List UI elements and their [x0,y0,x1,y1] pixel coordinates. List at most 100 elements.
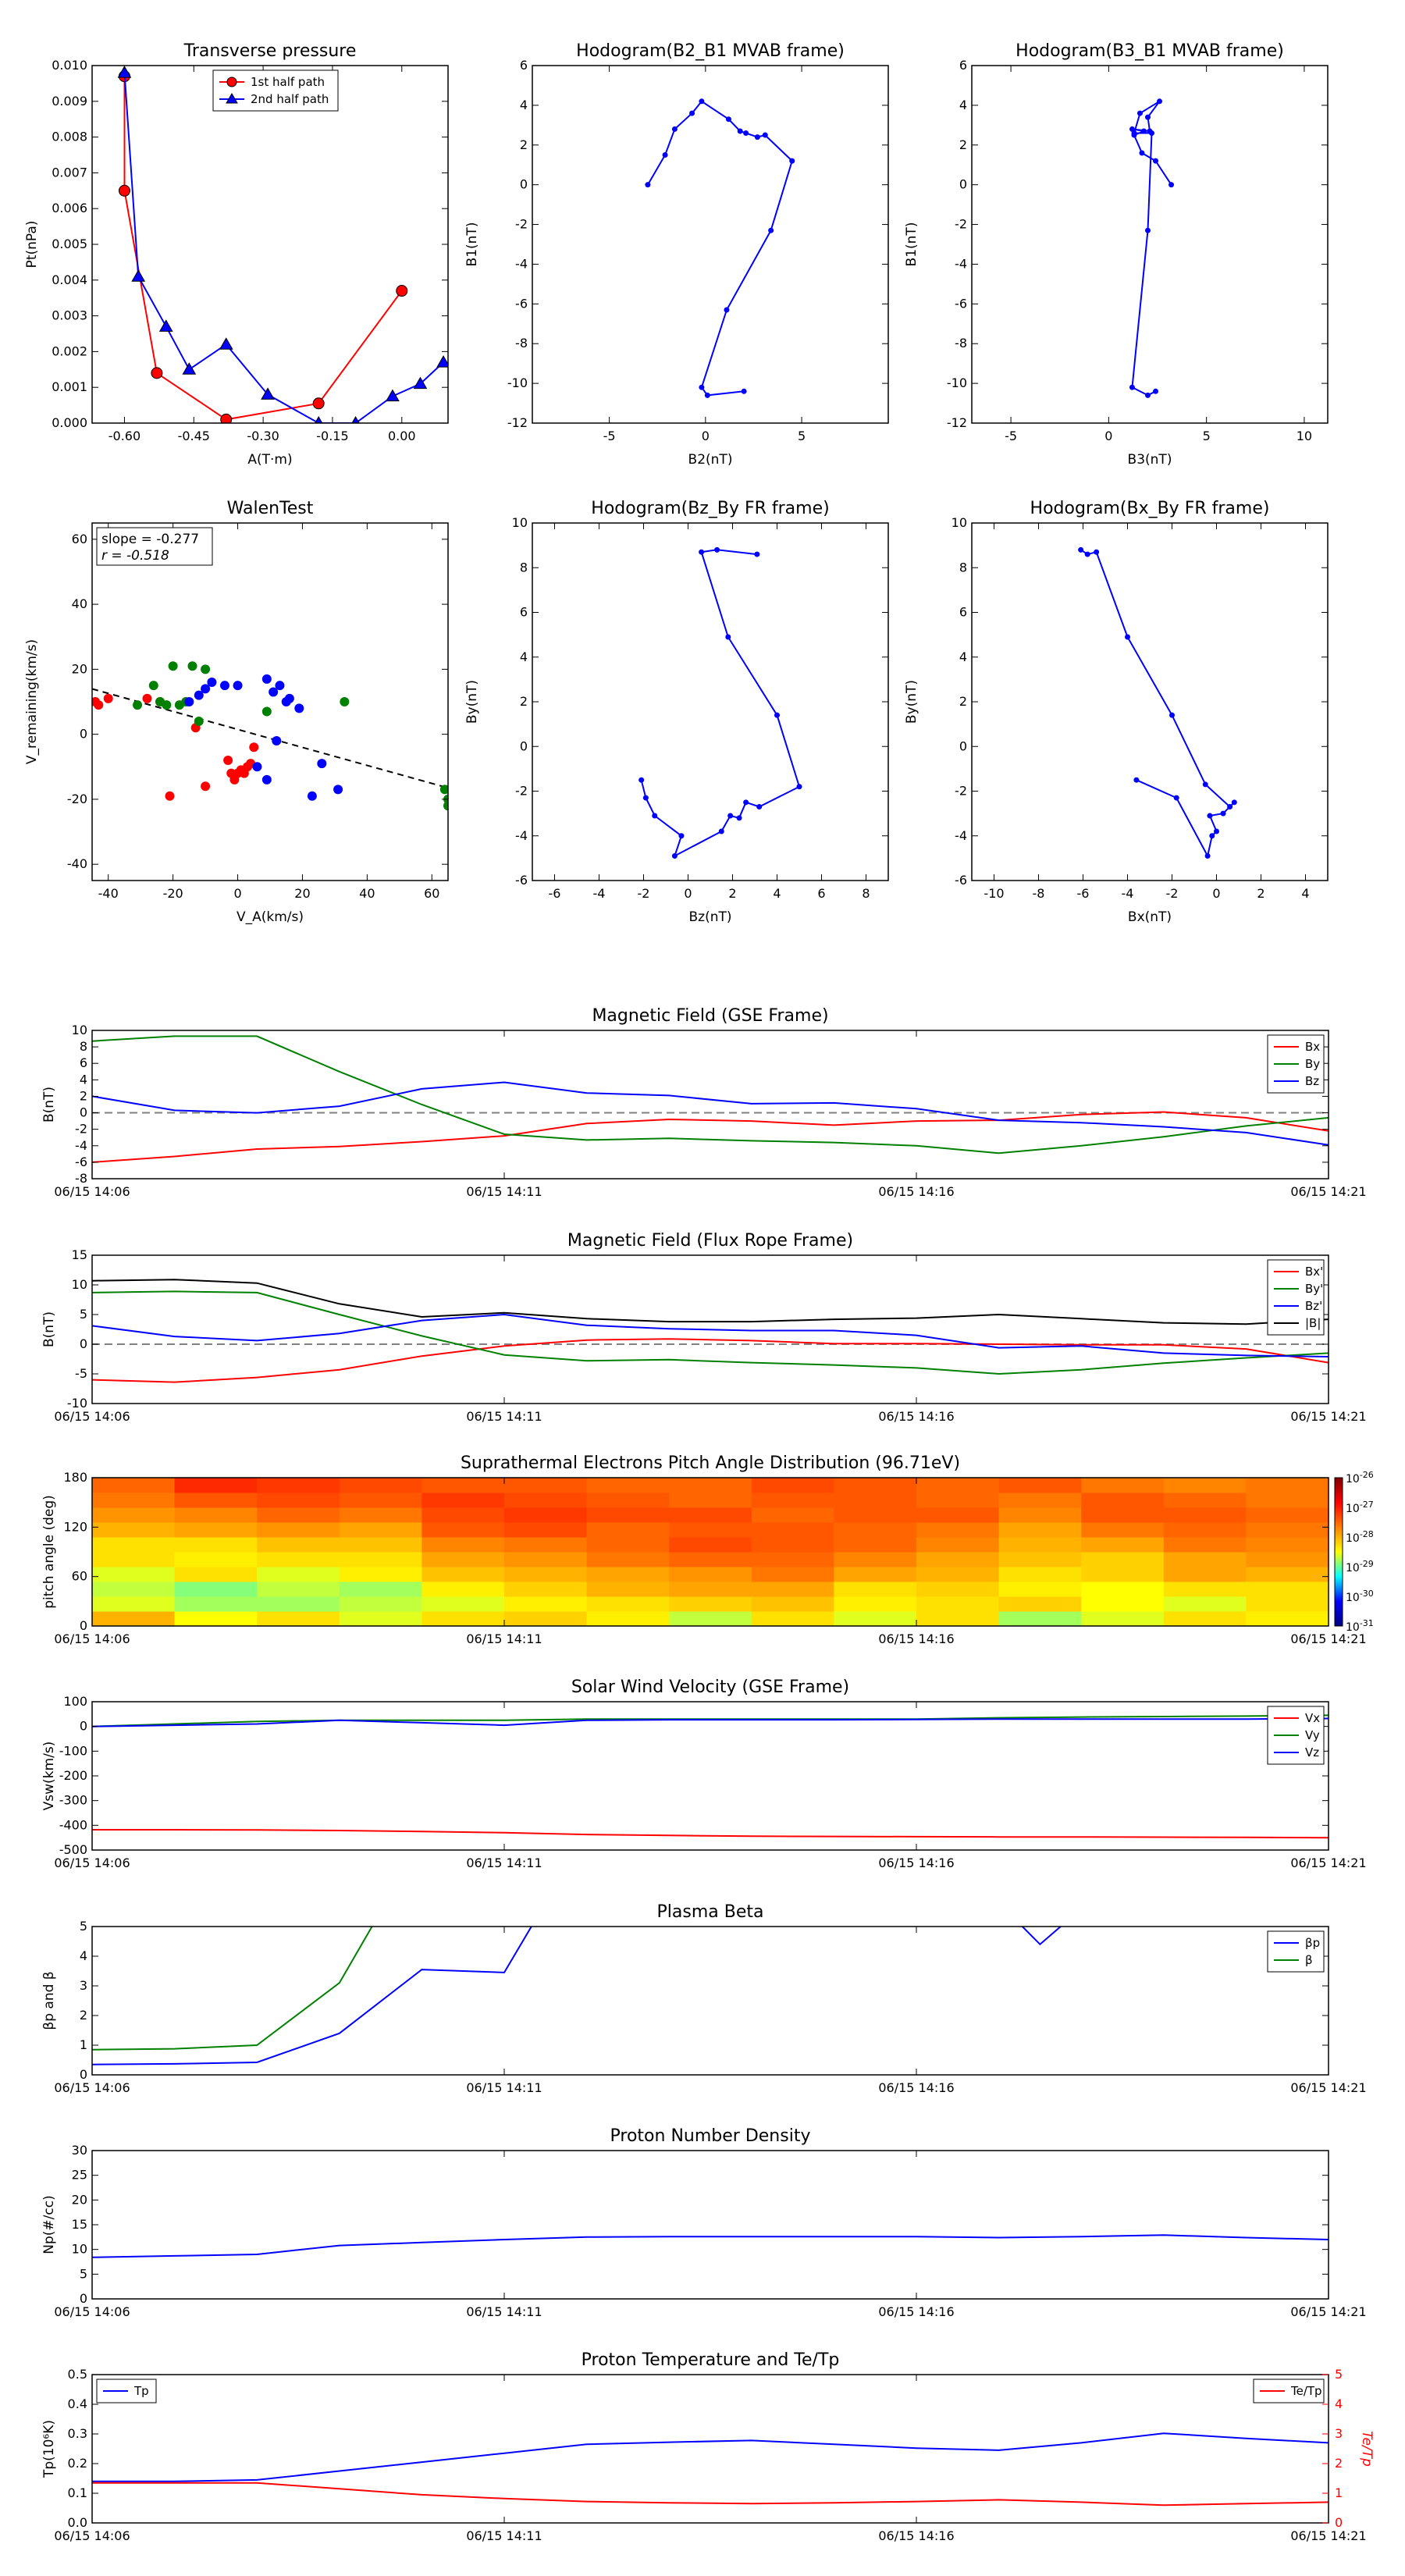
data-point [133,700,143,710]
y-tick-label: -300 [59,1793,87,1808]
panel-walen: WalenTest -40 -20 0 20 40 60 -40 -20 0 20 40 60 V_A(k… [24,499,449,925]
y-tick-label: -2 [955,784,967,799]
heatmap-cell [834,1582,917,1597]
y-tick-label: -10 [67,1396,87,1411]
plot-border [91,1926,1329,2076]
heatmap-cell [669,1596,752,1612]
heatmap-cell [257,1507,340,1523]
y-tick-label: 4 [80,1072,87,1087]
heatmap-cell [834,1552,917,1567]
heatmap-cell [916,1552,1000,1567]
x-tick-label: 06/15 14:16 [878,1409,954,1424]
data-point [272,735,282,745]
heatmap-cell [834,1493,917,1508]
x-tick-label: 06/15 14:06 [54,1409,130,1424]
r-label: r = -0.518 [101,548,169,564]
heatmap-cell [586,1522,670,1538]
data-point [1209,833,1215,839]
data-point [1140,128,1147,134]
y-tick-label: 60 [72,532,87,546]
heatmap-cell [257,1493,340,1508]
data-point [396,285,408,297]
data-point [182,362,197,375]
x-tick-label: -6 [1077,886,1090,901]
data-point [1136,110,1143,116]
legend-label: Vy [1305,1728,1320,1742]
x-tick-label: -20 [163,886,183,901]
data-point [1094,549,1100,555]
data-point [103,693,113,703]
y-tick-label: 0.004 [52,272,87,287]
y-tick-label: 15 [72,1247,87,1262]
y-tick-label: 0 [959,738,967,753]
y-tick-label: 0.006 [52,201,87,215]
y-tick-label: 2 [520,694,528,709]
heatmap-cell [586,1596,670,1612]
data-point [796,784,802,790]
y-tick-label: 0.3 [68,2426,87,2441]
legend-label: βp [1305,1936,1320,1950]
data-point [1129,384,1135,390]
x-axis-label: Bz(nT) [688,909,731,925]
data-point [340,697,350,706]
y-tick-label: 6 [520,605,528,620]
series-line [92,2432,1329,2482]
plot-area [117,66,448,423]
data-point [699,384,705,390]
y-tick-label: -4 [75,1138,87,1153]
y-axis-label: Tp(10⁶K) [41,2420,57,2478]
heatmap-cell [834,1478,917,1493]
y-tick-label: -4 [955,256,967,271]
legend-label: Vx [1305,1711,1320,1725]
colorbar-label: 10-28 [1346,1529,1374,1545]
y-tick-label: 4 [959,98,967,112]
colorbar-label: 10-29 [1346,1559,1374,1574]
plot-border [91,2150,1329,2300]
heatmap-cell [669,1522,752,1538]
data-point [1078,546,1084,553]
series-line [92,1290,1329,1375]
heatmap-cell [916,1596,1000,1612]
legend-label: Bz' [1305,1299,1322,1313]
y-tick-label: -6 [955,873,967,888]
heatmap-cell [669,1478,752,1493]
data-point [249,742,259,753]
heatmap-cell [339,1522,422,1538]
heatmap-cell [586,1611,670,1626]
heatmap-cell [834,1567,917,1582]
annotation-box [96,527,213,566]
heatmap-cell [1163,1567,1247,1582]
heatmap-cell [998,1596,1082,1612]
data-point [261,774,272,785]
heatmap-cell [916,1493,1000,1508]
x-tick-label: -0.30 [247,429,279,443]
heatmap-cell [1246,1567,1329,1582]
heatmap-cell [1081,1611,1165,1626]
x-tick-label: 06/15 14:21 [1290,1409,1366,1424]
heatmap-cell [1246,1493,1329,1508]
heatmap-cell [174,1611,258,1626]
data-point [1131,130,1137,137]
heatmap-cell [751,1537,834,1553]
heatmap-cell [669,1582,752,1597]
data-point [671,126,678,132]
heatmap-cell [339,1567,422,1582]
y-tick-label: 0.008 [52,130,87,144]
x-tick-label: 20 [294,886,310,901]
y-tick-label: -2 [515,217,528,232]
plot-border [91,1477,1329,1627]
y-tick-label: 8 [80,1039,87,1054]
data-point [741,388,747,394]
panel-hB2: Hodogram(B2_B1 MVAB frame) -5 0 5 -12 -10 -8 -6… [464,41,889,468]
data-point [168,661,178,671]
data-point [642,795,649,801]
x-tick-label: -0.60 [108,429,140,443]
data-point [727,813,734,819]
heatmap-cell [1246,1596,1329,1612]
y-tick-label: 0 [80,2291,87,2306]
legend-label: 1st half path [251,75,325,89]
data-point [1227,804,1233,810]
plot-area [1078,546,1237,859]
y-tick-label-right: 0 [1335,2515,1343,2530]
y-tick-label: 0.002 [52,343,87,358]
